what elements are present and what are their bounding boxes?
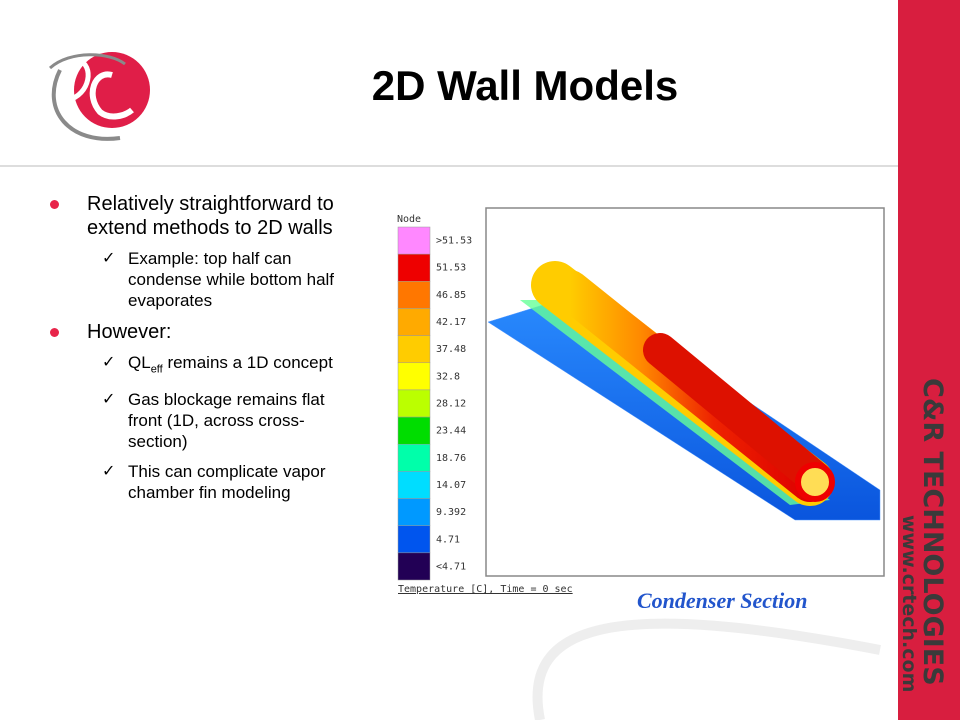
legend-swatch [397, 253, 431, 282]
legend-title: Node [397, 214, 421, 225]
swoosh [532, 618, 881, 720]
legend-label: 32.8 [436, 371, 460, 382]
legend-label: 4.71 [436, 534, 460, 545]
legend-swatch [397, 362, 431, 391]
sub-bullet: QLeff remains a 1D concept [102, 352, 350, 380]
brand-url: www.crtech.com [898, 515, 920, 692]
bullet: Relatively straightforward to extend met… [50, 192, 362, 240]
legend-label: >51.53 [436, 236, 472, 247]
legend-swatch [397, 335, 431, 364]
legend-swatch [397, 308, 431, 336]
legend-swatch [397, 226, 431, 255]
sub-bullet: Example: top half can condense while bot… [102, 248, 350, 311]
legend-label: 46.85 [436, 290, 466, 301]
legend-swatch [397, 416, 431, 445]
figure-caption: Condenser Section [637, 588, 808, 613]
model-render [487, 261, 881, 521]
legend-label: 51.53 [436, 263, 466, 274]
sidebar [898, 0, 960, 720]
legend-swatch [397, 443, 431, 472]
legend-swatch [397, 552, 431, 581]
slide-title: 2D Wall Models [371, 62, 679, 109]
bullet: However: [50, 320, 362, 344]
brand-name: C&R TECHNOLOGIES [917, 378, 948, 686]
sub-bullet: Gas blockage remains flat front (1D, acr… [102, 389, 350, 452]
text: QL [128, 353, 151, 372]
legend-label: 9.392 [436, 507, 466, 518]
legend-swatch [397, 525, 431, 554]
legend-label: 14.07 [436, 480, 466, 491]
legend-swatch [397, 389, 431, 418]
legend-swatch [397, 471, 431, 499]
legend-label: 42.17 [436, 317, 466, 328]
logo [48, 52, 150, 141]
subscript: eff [150, 363, 163, 376]
legend: Node >51.53 51.53 46.85 42.17 37.48 32.8 28.12… [397, 214, 472, 581]
legend-caption: Temperature [C], Time = 0 sec [398, 584, 573, 595]
legend-label: 28.12 [436, 399, 466, 410]
legend-label: <4.71 [436, 561, 466, 572]
legend-swatch [397, 498, 431, 526]
legend-label: 37.48 [436, 344, 466, 355]
legend-label: 23.44 [436, 426, 466, 437]
legend-label: 18.76 [436, 453, 466, 464]
legend-swatch [397, 281, 431, 309]
text: remains a 1D concept [162, 353, 333, 372]
bullet-list: Relatively straightforward to extend met… [50, 192, 370, 512]
sub-bullet: This can complicate vapor chamber fin mo… [102, 461, 350, 503]
